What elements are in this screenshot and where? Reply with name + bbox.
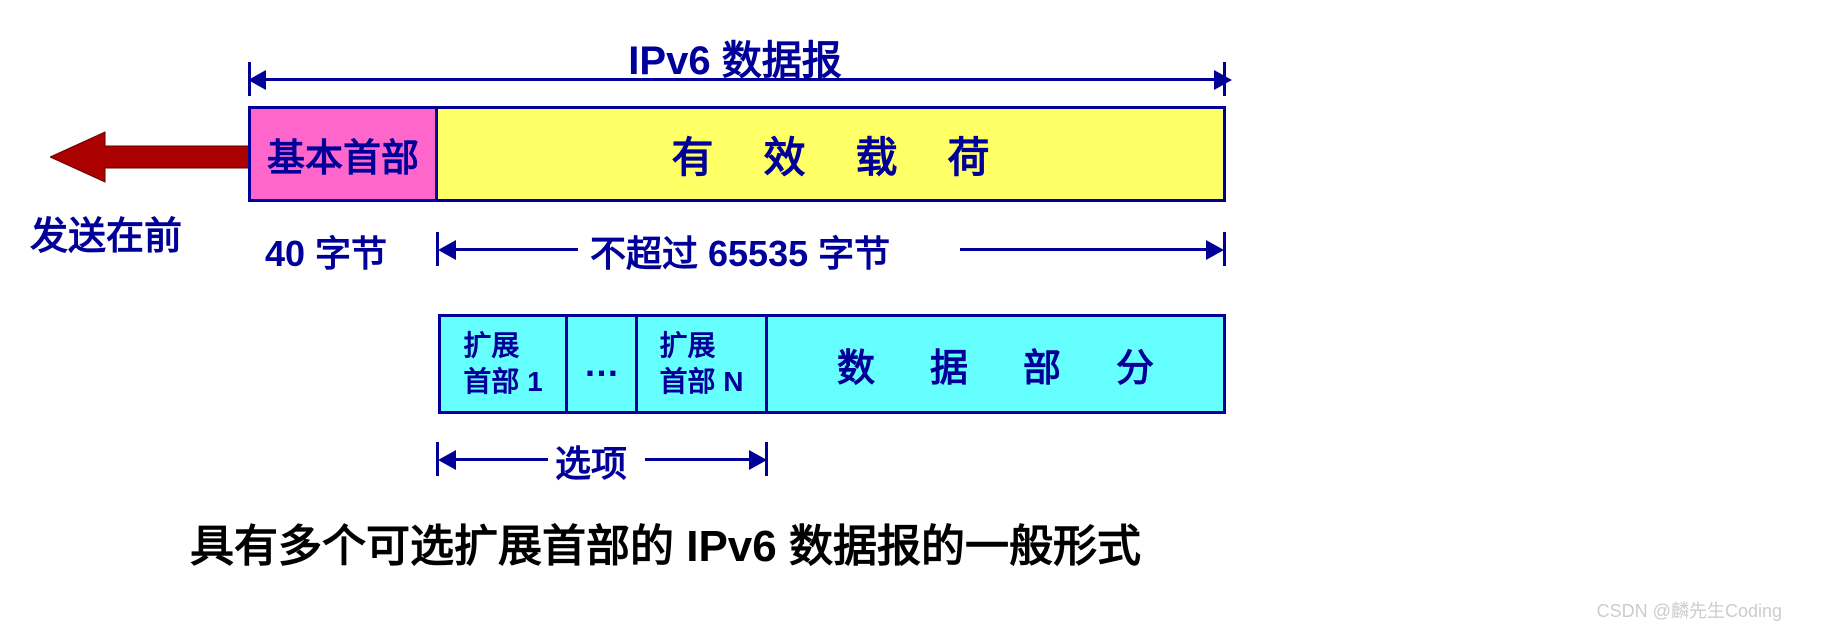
send-arrow-icon — [50, 130, 250, 185]
diagram-container: { "colors": { "text": "#000099", "border… — [0, 0, 1822, 638]
payload-bracket-left-tick — [436, 232, 439, 266]
ext-dots-text: … — [584, 343, 620, 385]
data-part-box: 数据部分 — [765, 314, 1226, 414]
options-bracket-left-arrow-icon — [438, 450, 456, 470]
ext-header-n-box: 扩展首部 N — [635, 314, 768, 414]
payload-size-label: 不超过 65535 字节 — [590, 225, 890, 277]
payload-bracket-left-arrow-icon — [438, 240, 456, 260]
ext-header-1-box: 扩展首部 1 — [438, 314, 568, 414]
send-first-label: 发送在前 — [30, 205, 182, 260]
payload-bracket-right-tick — [1223, 232, 1226, 266]
options-bracket-right-line — [645, 458, 757, 461]
ext-header-n-text: 扩展首部 N — [659, 328, 743, 401]
ext-header-1-text: 扩展首部 1 — [463, 328, 542, 401]
basic-header-box: 基本首部 — [248, 106, 438, 202]
watermark-text: CSDN @麟先生Coding — [1597, 597, 1782, 623]
basic-header-text: 基本首部 — [267, 127, 419, 182]
payload-bracket-left-line — [448, 248, 578, 251]
payload-text: 有效载荷 — [621, 124, 1039, 185]
top-bracket-right-tick — [1223, 62, 1226, 96]
caption-text: 具有多个可选扩展首部的 IPv6 数据报的一般形式 — [190, 510, 1141, 574]
data-part-text: 数据部分 — [782, 337, 1209, 392]
header-size-label: 40 字节 — [265, 225, 387, 277]
top-bracket-left-tick — [248, 62, 251, 96]
options-bracket-left-line — [448, 458, 548, 461]
options-bracket-left-tick — [436, 442, 439, 476]
options-bracket-right-tick — [765, 442, 768, 476]
ext-dots-box: … — [565, 314, 638, 414]
top-bracket-line — [258, 78, 1222, 81]
payload-bracket-right-line — [960, 248, 1214, 251]
options-label: 选项 — [555, 435, 627, 487]
payload-box: 有效载荷 — [435, 106, 1226, 202]
payload-bracket-right-arrow-icon — [1206, 240, 1224, 260]
